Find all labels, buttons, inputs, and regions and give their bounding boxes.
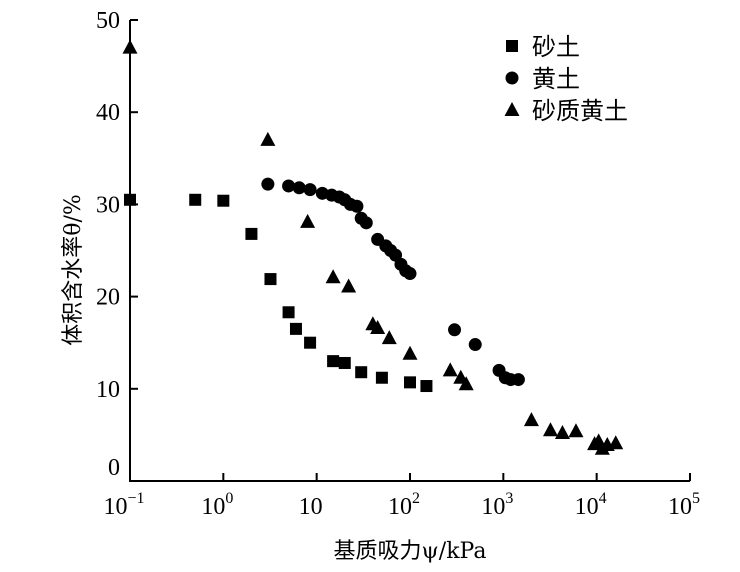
data-point-square [404, 376, 416, 389]
data-point-triangle [381, 330, 397, 345]
data-point-triangle [442, 362, 458, 377]
data-point-circle [359, 216, 373, 230]
data-point-triangle [341, 278, 357, 293]
legend-marker-square [506, 40, 518, 52]
data-point-circle [261, 177, 275, 191]
data-point-square [217, 194, 230, 207]
y-tick-label: 10 [96, 377, 120, 403]
data-point-triangle [300, 213, 316, 228]
y-tick-label: 20 [96, 285, 120, 311]
y-tick-label: 50 [96, 8, 120, 34]
data-point-square [245, 227, 258, 240]
legend-marker-triangle [504, 102, 520, 116]
data-point-triangle [402, 345, 418, 360]
data-point-triangle [122, 39, 138, 54]
y-tick-label: 40 [96, 100, 120, 126]
data-point-square [264, 273, 277, 286]
axes [129, 20, 690, 482]
legend-label: 黄土 [532, 65, 580, 93]
data-point-square [327, 355, 340, 368]
data-point-triangle [523, 412, 539, 427]
data-point-circle [350, 199, 364, 213]
legend-marker-circle [505, 71, 519, 85]
data-point-square [124, 193, 136, 206]
data-point-circle [511, 373, 525, 387]
data-point-square [338, 356, 351, 369]
data-point-triangle [260, 131, 276, 146]
x-tick-label: 100 [201, 490, 233, 520]
data-point-square [375, 371, 388, 384]
data-point-circle [448, 323, 462, 337]
data-point-triangle [370, 319, 386, 334]
x-tick-label: 10 [299, 494, 323, 520]
data-point-circle [282, 179, 296, 193]
y-axis-ticks: 0 10 20 30 40 50 [96, 8, 138, 482]
x-tick-label: 104 [575, 490, 607, 520]
data-point-square [420, 380, 433, 393]
x-tick-label: 102 [388, 490, 420, 520]
legend-label: 砂质黄土 [532, 97, 628, 125]
data-point-square [282, 306, 295, 319]
data-point-triangle [325, 269, 341, 284]
data-point-triangle [542, 422, 558, 437]
data-point-triangle [608, 435, 624, 450]
x-tick-label: 103 [481, 490, 513, 520]
data-point-triangle [458, 376, 474, 391]
data-points [122, 39, 624, 455]
y-axis-title: 体积含水率θ/% [61, 194, 86, 346]
data-point-circle [292, 181, 306, 195]
data-point-circle [468, 338, 482, 352]
x-tick-label: 105 [668, 490, 700, 520]
data-point-triangle [554, 425, 570, 440]
y-tick-label: 0 [108, 455, 120, 481]
x-tick-label: 10−1 [103, 490, 144, 520]
data-point-square [189, 193, 202, 206]
data-point-square [304, 336, 317, 349]
data-point-circle [303, 183, 317, 197]
data-point-circle [403, 267, 417, 281]
data-point-triangle [568, 423, 584, 438]
y-tick-label: 30 [96, 192, 120, 218]
x-axis-ticks: 10−1 100 10 102 103 104 105 [103, 473, 700, 520]
x-axis-title: 基质吸力ψ/kPa [334, 539, 487, 564]
legend-label: 砂土 [532, 33, 580, 61]
data-point-square [289, 322, 302, 335]
data-point-square [355, 366, 368, 379]
